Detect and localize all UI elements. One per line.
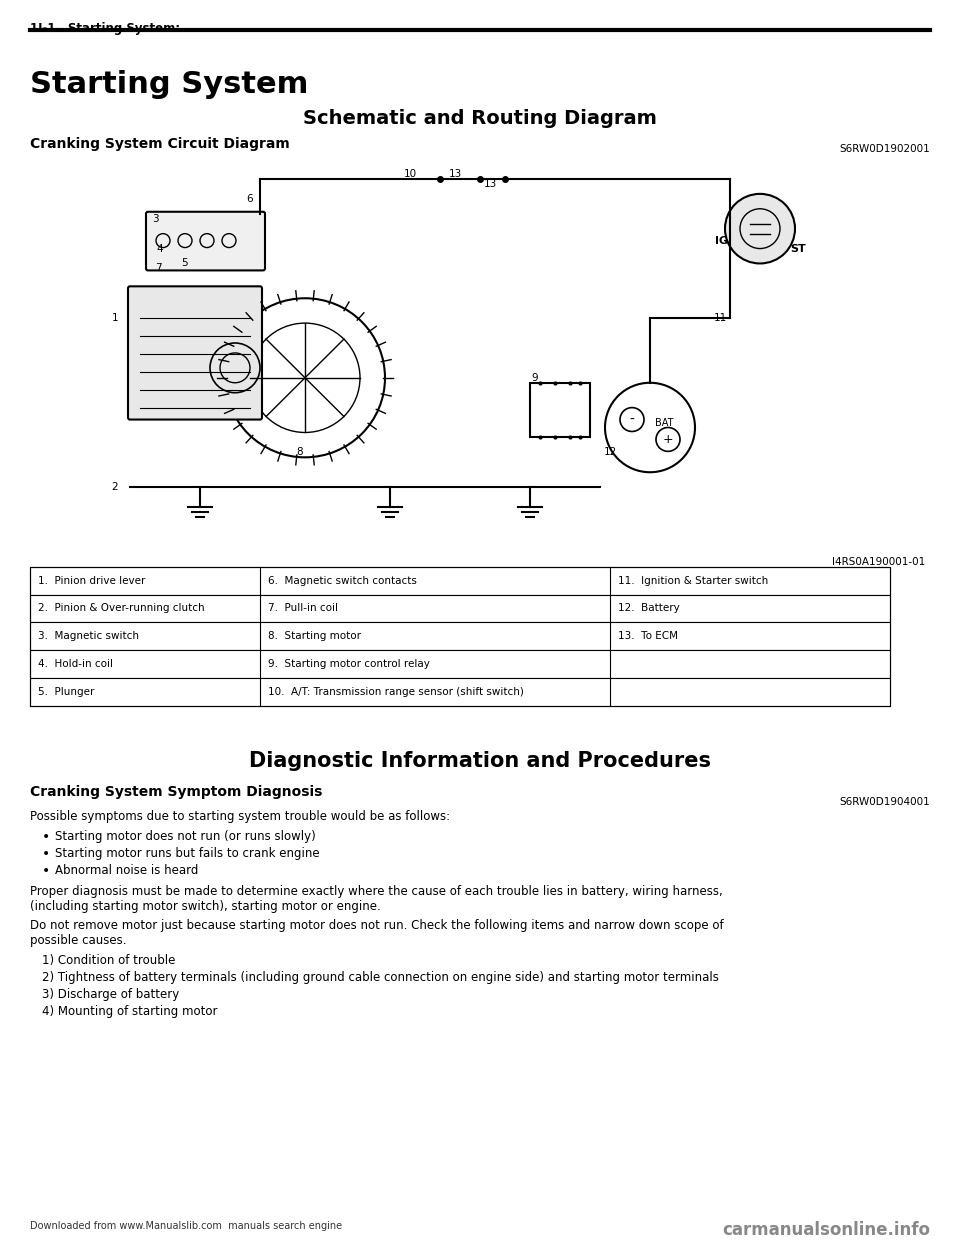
Text: 13: 13: [448, 169, 462, 179]
Text: 11: 11: [713, 313, 727, 323]
Text: 7: 7: [155, 263, 161, 273]
Text: Starting motor runs but fails to crank engine: Starting motor runs but fails to crank e…: [55, 847, 320, 859]
Bar: [30, 678, 890, 705]
Text: Starting motor does not run (or runs slowly): Starting motor does not run (or runs slo…: [55, 830, 316, 843]
Bar: [530, 383, 590, 437]
Text: S6RW0D1904001: S6RW0D1904001: [839, 797, 930, 807]
Text: 3: 3: [152, 214, 158, 224]
Text: 2) Tightness of battery terminals (including ground cable connection on engine s: 2) Tightness of battery terminals (inclu…: [42, 971, 719, 985]
Text: -: -: [630, 412, 635, 426]
Text: •: •: [42, 830, 50, 845]
Text: 13.  To ECM: 13. To ECM: [618, 631, 678, 641]
Text: carmanualsonline.info: carmanualsonline.info: [722, 1221, 930, 1238]
Circle shape: [725, 194, 795, 263]
Text: Starting System: Starting System: [30, 70, 308, 98]
Text: Do not remove motor just because starting motor does not run. Check the followin: Do not remove motor just because startin…: [30, 919, 724, 932]
Text: +: +: [662, 433, 673, 446]
Text: Downloaded from www.Manualslib.com  manuals search engine: Downloaded from www.Manualslib.com manua…: [30, 1221, 342, 1231]
Text: 9: 9: [532, 373, 539, 383]
Text: 2: 2: [111, 482, 118, 492]
Text: 3) Discharge of battery: 3) Discharge of battery: [42, 989, 180, 1001]
Text: 10: 10: [403, 169, 417, 179]
Bar: [30, 622, 890, 651]
Text: Cranking System Circuit Diagram: Cranking System Circuit Diagram: [30, 137, 290, 152]
Text: 4.  Hold-in coil: 4. Hold-in coil: [38, 660, 113, 669]
Text: 3.  Magnetic switch: 3. Magnetic switch: [38, 631, 139, 641]
Text: 13: 13: [484, 179, 496, 189]
Text: 5.  Plunger: 5. Plunger: [38, 687, 94, 697]
Text: 8.  Starting motor: 8. Starting motor: [268, 631, 361, 641]
Text: 12: 12: [604, 447, 616, 457]
Bar: [30, 566, 890, 595]
Text: 9.  Starting motor control relay: 9. Starting motor control relay: [268, 660, 430, 669]
Text: Abnormal noise is heard: Abnormal noise is heard: [55, 864, 199, 877]
Text: I4RS0A190001-01: I4RS0A190001-01: [831, 556, 925, 566]
Text: 1I-1   Starting System:: 1I-1 Starting System:: [30, 22, 180, 35]
Text: S6RW0D1902001: S6RW0D1902001: [839, 144, 930, 154]
Text: Schematic and Routing Diagram: Schematic and Routing Diagram: [303, 109, 657, 128]
Text: 11.  Ignition & Starter switch: 11. Ignition & Starter switch: [618, 575, 768, 586]
Text: Diagnostic Information and Procedures: Diagnostic Information and Procedures: [249, 750, 711, 770]
Text: 5: 5: [181, 258, 188, 268]
Text: Possible symptoms due to starting system trouble would be as follows:: Possible symptoms due to starting system…: [30, 810, 450, 823]
Text: 6.  Magnetic switch contacts: 6. Magnetic switch contacts: [268, 575, 417, 586]
Text: Cranking System Symptom Diagnosis: Cranking System Symptom Diagnosis: [30, 785, 323, 800]
Text: Proper diagnosis must be made to determine exactly where the cause of each troub: Proper diagnosis must be made to determi…: [30, 884, 723, 898]
Text: 10.  A/T: Transmission range sensor (shift switch): 10. A/T: Transmission range sensor (shif…: [268, 687, 524, 697]
Text: 2.  Pinion & Over-running clutch: 2. Pinion & Over-running clutch: [38, 604, 204, 614]
FancyBboxPatch shape: [146, 212, 265, 271]
Text: 8: 8: [297, 447, 303, 457]
Text: •: •: [42, 847, 50, 861]
Text: possible causes.: possible causes.: [30, 934, 127, 946]
Text: 1: 1: [111, 313, 118, 323]
Bar: [30, 595, 890, 622]
Text: 1.  Pinion drive lever: 1. Pinion drive lever: [38, 575, 145, 586]
FancyBboxPatch shape: [128, 287, 262, 420]
Bar: [30, 566, 890, 705]
Text: ST: ST: [790, 243, 805, 253]
Text: 4: 4: [156, 243, 163, 253]
Bar: [30, 651, 890, 678]
Text: (including starting motor switch), starting motor or engine.: (including starting motor switch), start…: [30, 899, 381, 913]
Circle shape: [605, 383, 695, 472]
Text: BAT: BAT: [655, 417, 674, 427]
Text: 7.  Pull-in coil: 7. Pull-in coil: [268, 604, 338, 614]
Text: •: •: [42, 864, 50, 878]
Text: 12.  Battery: 12. Battery: [618, 604, 680, 614]
Text: 6: 6: [247, 194, 253, 204]
Text: 1) Condition of trouble: 1) Condition of trouble: [42, 954, 176, 968]
Text: 4) Mounting of starting motor: 4) Mounting of starting motor: [42, 1005, 218, 1018]
Text: IG: IG: [715, 236, 728, 246]
